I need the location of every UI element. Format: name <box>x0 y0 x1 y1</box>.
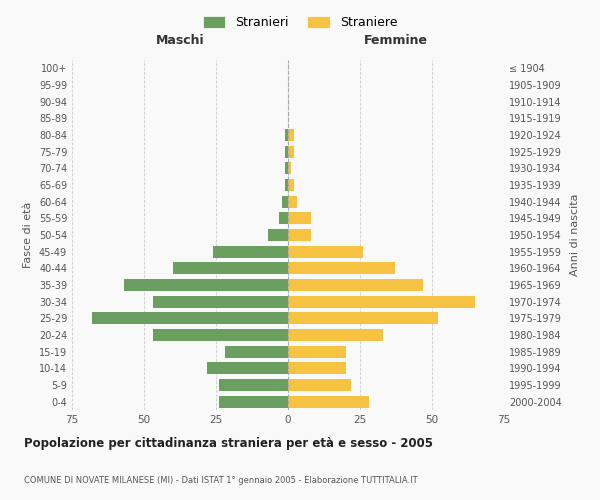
Bar <box>219 379 288 391</box>
Bar <box>208 362 288 374</box>
Bar <box>288 262 395 274</box>
Bar <box>224 346 288 358</box>
Bar <box>173 262 288 274</box>
Text: Popolazione per cittadinanza straniera per età e sesso - 2005: Popolazione per cittadinanza straniera p… <box>24 437 433 450</box>
Bar <box>152 329 288 341</box>
Bar <box>288 196 296 207</box>
Bar <box>288 296 475 308</box>
Bar <box>285 129 288 141</box>
Y-axis label: Anni di nascita: Anni di nascita <box>570 194 580 276</box>
Bar <box>288 129 294 141</box>
Bar <box>288 212 311 224</box>
Bar <box>288 279 424 291</box>
Bar <box>282 196 288 207</box>
Bar <box>288 329 383 341</box>
Bar <box>288 396 368 407</box>
Bar <box>285 162 288 174</box>
Bar <box>288 146 294 158</box>
Bar <box>285 179 288 191</box>
Bar <box>288 229 311 241</box>
Bar <box>288 362 346 374</box>
Text: Maschi: Maschi <box>155 34 205 46</box>
Bar <box>152 296 288 308</box>
Bar <box>288 162 291 174</box>
Bar <box>280 212 288 224</box>
Bar <box>285 146 288 158</box>
Legend: Stranieri, Straniere: Stranieri, Straniere <box>197 11 403 34</box>
Bar <box>92 312 288 324</box>
Bar <box>288 346 346 358</box>
Bar <box>288 312 438 324</box>
Bar <box>124 279 288 291</box>
Bar <box>288 179 294 191</box>
Bar <box>288 379 352 391</box>
Text: COMUNE DI NOVATE MILANESE (MI) - Dati ISTAT 1° gennaio 2005 - Elaborazione TUTTI: COMUNE DI NOVATE MILANESE (MI) - Dati IS… <box>24 476 418 485</box>
Text: Femmine: Femmine <box>364 34 428 46</box>
Y-axis label: Fasce di età: Fasce di età <box>23 202 33 268</box>
Bar <box>288 246 363 258</box>
Bar <box>213 246 288 258</box>
Bar <box>219 396 288 407</box>
Bar <box>268 229 288 241</box>
